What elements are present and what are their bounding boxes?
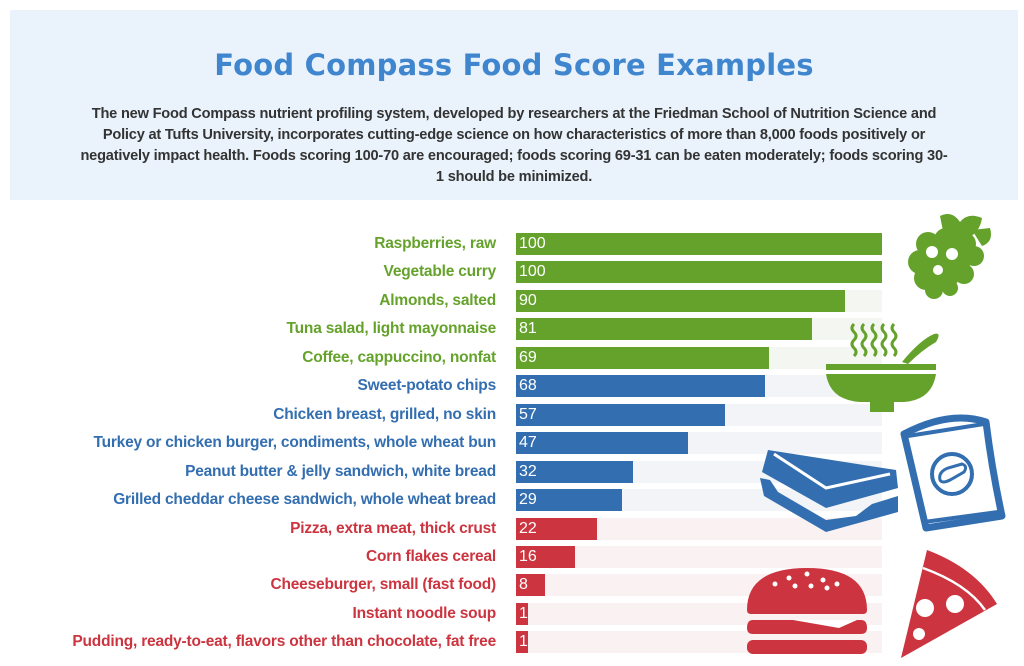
sandwich-icon [760,450,898,532]
chart-row: Turkey or chicken burger, condiments, wh… [0,432,1024,455]
soup-bowl-icon [826,322,939,412]
score-value: 29 [519,491,537,509]
score-value: 100 [519,263,546,281]
score-bar [516,517,597,540]
bar-track [516,545,882,568]
chart-row: Pizza, extra meat, thick crust 22 [0,517,1024,540]
chart-row: Tuna salad, light mayonnaise 81 [0,318,1024,341]
score-bar [516,261,882,284]
score-bar [516,403,725,426]
score-value: 69 [519,348,537,366]
chart-row: Chicken breast, grilled, no skin 57 [0,403,1024,426]
chart-row: Sweet-potato chips 68 [0,375,1024,398]
score-bar [516,318,813,341]
score-value: 16 [519,547,537,565]
score-value: 81 [519,320,537,338]
score-value: 57 [519,405,537,423]
score-bar [516,602,528,625]
row-label: Instant noodle soup [352,604,497,622]
grapes-icon [908,214,991,299]
pizza-slice-icon [901,550,997,658]
score-value: 1 [519,633,528,651]
row-label: Vegetable curry [383,263,497,281]
chart-row: Cheeseburger, small (fast food) 8 [0,574,1024,597]
row-label: Pizza, extra meat, thick crust [290,519,496,537]
score-value: 22 [519,519,537,537]
row-label: Sweet-potato chips [357,377,497,395]
score-bar [516,460,634,483]
row-label: Almonds, salted [379,291,496,309]
score-bar [516,574,546,597]
row-label: Corn flakes cereal [366,547,496,565]
row-label: Peanut butter & jelly sandwich, white br… [185,462,496,480]
score-value: 32 [519,462,537,480]
row-label: Pudding, ready-to-eat, flavors other tha… [72,633,496,651]
row-label: Coffee, cappuccino, nonfat [302,348,496,366]
burger-icon [747,568,867,654]
row-label: Cheeseburger, small (fast food) [270,576,497,594]
chart-row: Almonds, salted 90 [0,289,1024,312]
score-bar [516,489,623,512]
row-label: Grilled cheddar cheese sandwich, whole w… [113,491,496,509]
row-label: Turkey or chicken burger, condiments, wh… [93,434,496,452]
row-label: Tuna salad, light mayonnaise [286,320,497,338]
score-value: 100 [519,235,546,252]
score-value: 8 [519,576,528,594]
score-bar [516,289,846,312]
row-label: Raspberries, raw [374,235,496,252]
bar-track [516,517,882,540]
chart-row: Instant noodle soup 1 [0,602,1024,625]
chart-row: Corn flakes cereal 16 [0,545,1024,568]
description: The new Food Compass nutrient profiling … [80,106,948,185]
row-label: Chicken breast, grilled, no skin [273,405,496,423]
chart-row: Vegetable curry 100 [0,261,1024,284]
header-panel: Food Compass Food Score Examples The new… [10,10,1018,200]
score-value: 47 [519,434,537,452]
chips-bag-icon [900,414,1006,532]
score-bar [516,432,689,455]
score-bar [516,375,765,398]
score-bar [516,233,882,255]
chart-row: Pudding, ready-to-eat, flavors other tha… [0,631,1024,654]
score-value: 1 [519,604,528,622]
chart-row: Coffee, cappuccino, nonfat 69 [0,346,1024,369]
score-bar [516,346,769,369]
score-bar [516,545,575,568]
score-bar [516,631,528,654]
page-title: Food Compass Food Score Examples [214,48,814,82]
score-value: 68 [519,377,537,395]
chart-row: Raspberries, raw 100 [0,233,1024,255]
score-value: 90 [519,291,537,309]
